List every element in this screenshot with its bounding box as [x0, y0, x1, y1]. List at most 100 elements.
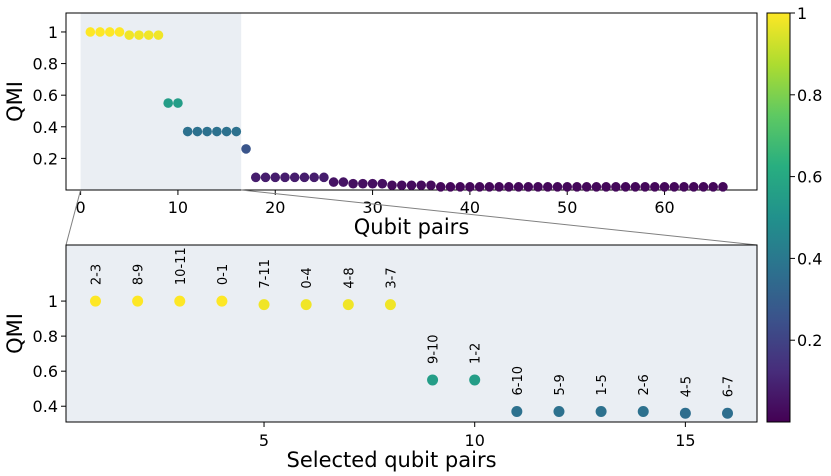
bottom-point-label: 2-3	[89, 264, 104, 285]
top-data-point	[474, 182, 485, 192]
bottom-point-labels: 2-3 8-9 10-11 0-1 7-11 0-4 4-8 3-7 9-10 1-2 6-10 5-…	[89, 247, 736, 397]
bottom-x-axis: 5 10 15	[259, 422, 696, 450]
top-data-point	[620, 182, 631, 192]
top-data-point	[289, 172, 300, 183]
top-data-points	[85, 27, 728, 192]
bottom-data-point	[427, 374, 439, 386]
top-data-point	[270, 172, 281, 183]
top-y-tick-label: 0.6	[33, 86, 58, 105]
top-data-point	[173, 98, 183, 108]
top-y-axis: 0.2 0.4 0.6 0.8 1	[33, 23, 66, 168]
top-x-tick-label: 10	[168, 198, 188, 217]
top-data-point	[455, 182, 465, 192]
bottom-y-tick-label: 0.6	[33, 362, 58, 381]
bottom-point-label: 7-11	[258, 259, 273, 289]
top-data-point	[95, 27, 105, 37]
top-data-point	[484, 182, 495, 192]
top-data-point	[659, 182, 670, 192]
top-data-point	[143, 30, 154, 40]
bottom-point-label: 6-10	[511, 366, 526, 396]
top-x-tick-label: 20	[265, 198, 285, 217]
colorbar-tick-label: 0.4	[797, 249, 822, 268]
top-data-point	[650, 182, 660, 192]
top-x-tick-label: 50	[557, 198, 577, 217]
top-data-point	[202, 126, 212, 137]
top-data-point	[377, 178, 388, 189]
bottom-data-point	[300, 299, 312, 311]
top-data-point	[367, 178, 378, 189]
top-data-point	[416, 180, 427, 191]
bottom-plot-frame	[65, 244, 758, 423]
bottom-data-point	[722, 407, 734, 419]
bottom-plot-background	[66, 245, 757, 422]
bottom-y-tick-label: 0.8	[33, 327, 58, 346]
bottom-data-point	[679, 407, 691, 419]
top-data-point	[309, 172, 319, 183]
top-data-point	[542, 182, 553, 192]
bottom-data-point	[637, 405, 649, 417]
top-data-point	[591, 182, 602, 192]
top-x-tick-label: 30	[362, 198, 382, 217]
top-y-axis-label: QMI	[3, 81, 27, 122]
bottom-y-tick-label: 0.4	[33, 397, 58, 416]
top-data-point	[85, 27, 96, 37]
top-data-point	[562, 182, 573, 192]
colorbar-ticks: 0.2 0.4 0.6 0.8 1	[790, 4, 822, 350]
top-data-point	[153, 30, 164, 40]
top-data-point	[348, 178, 358, 189]
colorbar: 0.2 0.4 0.6 0.8 1	[766, 4, 822, 423]
top-data-point	[241, 144, 251, 154]
top-data-point	[182, 126, 193, 137]
bottom-point-label: 8-9	[132, 264, 147, 285]
bottom-data-point	[89, 295, 101, 307]
top-y-tick-label: 0.8	[33, 55, 58, 74]
bottom-y-tick-label: 1	[48, 292, 58, 311]
top-data-point	[718, 182, 728, 192]
bottom-data-point	[384, 299, 396, 311]
top-data-point	[504, 182, 514, 192]
top-data-point	[611, 182, 621, 192]
top-data-point	[396, 180, 407, 191]
top-data-point	[192, 126, 203, 137]
bottom-x-tick-label: 15	[675, 431, 695, 450]
top-data-point	[552, 182, 563, 192]
top-y-tick-label: 0.2	[33, 149, 58, 168]
top-data-point	[513, 182, 524, 192]
top-scatter-panel: 0.20.40.60.81 0 10 20 30 40 50 60 Qubit pairs …	[3, 12, 758, 239]
top-x-tick-label: 60	[654, 198, 674, 217]
bottom-point-label: 6-7	[722, 376, 737, 397]
top-data-point	[435, 182, 446, 192]
top-data-point	[581, 182, 592, 192]
top-data-point	[523, 182, 534, 192]
bottom-x-tick-label: 10	[465, 431, 485, 450]
top-data-point	[533, 182, 543, 192]
bottom-y-axis-label: QMI	[3, 313, 27, 354]
top-data-point	[280, 172, 290, 183]
top-data-point	[299, 172, 310, 183]
top-data-point	[358, 178, 368, 189]
bottom-data-point	[216, 295, 228, 307]
bottom-point-label: 9-10	[427, 334, 442, 364]
top-data-point	[104, 27, 115, 37]
top-y-tick-label: 1	[48, 23, 58, 42]
bottom-point-label: 0-4	[300, 267, 315, 288]
colorbar-gradient	[766, 12, 791, 423]
bottom-data-point	[511, 405, 523, 417]
top-x-tick-label: 40	[460, 198, 480, 217]
top-data-point	[708, 182, 719, 192]
top-data-point	[669, 182, 680, 192]
top-data-point	[494, 182, 504, 192]
top-data-point	[163, 98, 173, 108]
bottom-point-label: 2-6	[637, 374, 652, 395]
bottom-data-point	[258, 299, 270, 311]
top-data-point	[698, 182, 709, 192]
zoom-connector-right	[241, 189, 758, 246]
top-data-point	[640, 182, 650, 192]
bottom-point-label: 4-8	[342, 267, 357, 288]
colorbar-tick-label: 1	[797, 4, 807, 23]
top-data-point	[406, 180, 417, 191]
top-data-point	[328, 177, 339, 187]
top-data-point	[572, 182, 582, 192]
top-data-point	[221, 126, 232, 137]
